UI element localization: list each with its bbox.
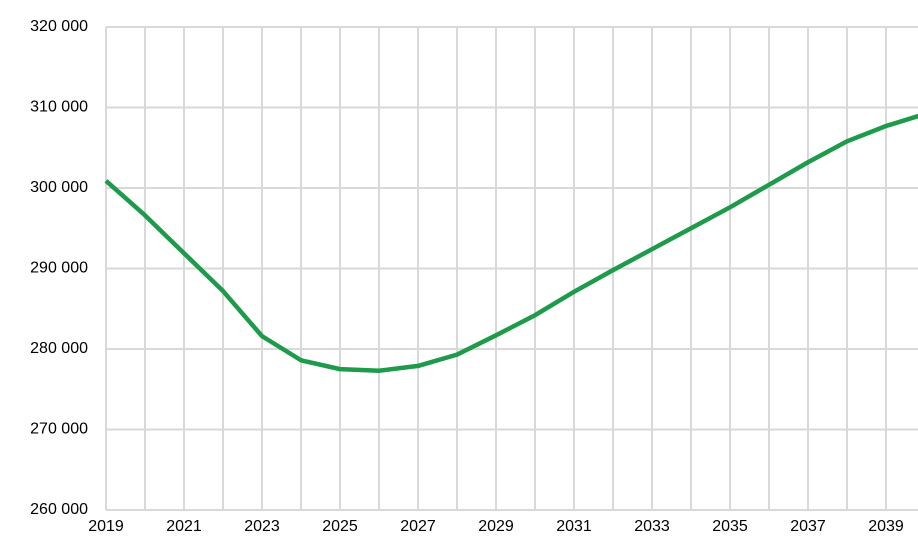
y-tick-label: 320 000 bbox=[30, 18, 88, 35]
grid bbox=[105, 26, 918, 511]
y-tick-label: 270 000 bbox=[30, 421, 88, 438]
x-tick-label: 2023 bbox=[244, 518, 280, 535]
x-tick-label: 2019 bbox=[88, 518, 124, 535]
x-tick-label: 2021 bbox=[166, 518, 202, 535]
x-tick-label: 2029 bbox=[478, 518, 514, 535]
line bbox=[104, 113, 918, 373]
y-tick-label: 290 000 bbox=[30, 260, 88, 277]
plot-area bbox=[104, 113, 918, 373]
x-tick-label: 2039 bbox=[868, 518, 904, 535]
x-tick-label: 2031 bbox=[556, 518, 592, 535]
y-tick-label: 280 000 bbox=[30, 340, 88, 357]
y-tick-label: 300 000 bbox=[30, 179, 88, 196]
y-tick-label: 260 000 bbox=[30, 501, 88, 518]
x-tick-label: 2027 bbox=[400, 518, 436, 535]
y-tick-label: 310 000 bbox=[30, 99, 88, 116]
x-tick-label: 2037 bbox=[790, 518, 826, 535]
x-tick-label: 2025 bbox=[322, 518, 358, 535]
x-tick-label: 2035 bbox=[712, 518, 748, 535]
x-tick-label: 2033 bbox=[634, 518, 670, 535]
